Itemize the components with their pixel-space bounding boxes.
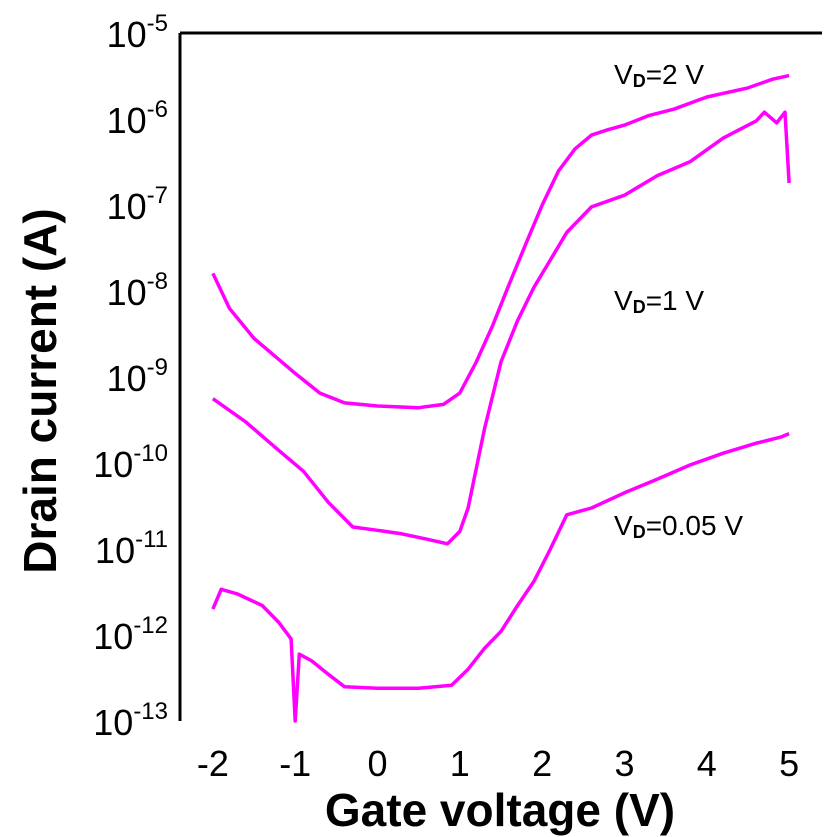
series-label-sub: D bbox=[633, 297, 646, 317]
x-tick-label: 5 bbox=[779, 743, 799, 784]
series-label-sub: D bbox=[633, 71, 646, 91]
y-tick-exponent: -13 bbox=[133, 698, 168, 725]
y-tick-label: 10-11 bbox=[95, 526, 168, 571]
series-label-value: =2 V bbox=[646, 59, 705, 90]
y-tick-base: 10 bbox=[107, 14, 147, 55]
series-label-sub: D bbox=[633, 522, 646, 542]
y-tick-exponent: -10 bbox=[133, 440, 168, 467]
series-label-value: =1 V bbox=[646, 285, 705, 316]
series-label-2: VD=1 V bbox=[614, 285, 704, 317]
x-tick-label: 2 bbox=[532, 743, 552, 784]
x-tick-label: 0 bbox=[367, 743, 387, 784]
y-tick-exponent: -9 bbox=[147, 354, 168, 381]
y-tick-base: 10 bbox=[93, 702, 133, 743]
x-tick-label: 3 bbox=[614, 743, 634, 784]
series-label-3: VD=0.05 V bbox=[614, 510, 743, 542]
y-tick-label: 10-12 bbox=[93, 612, 168, 657]
series-label-main: V bbox=[614, 285, 633, 316]
y-tick-exponent: -12 bbox=[133, 612, 168, 639]
y-tick-label: 10-10 bbox=[93, 440, 168, 485]
series-label-1: VD=2 V bbox=[614, 59, 704, 91]
x-tick-labels: -2 -1 0 1 2 3 4 5 bbox=[197, 743, 799, 784]
y-axis-title: Drain current (A) bbox=[14, 208, 66, 573]
series-line-3 bbox=[211, 431, 790, 723]
y-tick-base: 10 bbox=[107, 272, 147, 313]
y-tick-exponent: -6 bbox=[147, 96, 168, 123]
series-annotations: VD=2 VVD=1 VVD=0.05 V bbox=[614, 59, 743, 542]
y-tick-base: 10 bbox=[107, 186, 147, 227]
y-tick-base: 10 bbox=[93, 616, 133, 657]
y-tick-exponent: -5 bbox=[147, 10, 168, 37]
x-axis-title: Gate voltage (V) bbox=[325, 784, 675, 836]
series-label-main: V bbox=[614, 510, 633, 541]
y-tick-label: 10-9 bbox=[107, 354, 168, 399]
series-label-main: V bbox=[614, 59, 633, 90]
y-tick-label: 10-8 bbox=[107, 268, 168, 313]
y-tick-label: 10-7 bbox=[107, 182, 168, 227]
x-tick-label: -1 bbox=[279, 743, 311, 784]
series-layer bbox=[211, 73, 791, 723]
x-tick-label: 4 bbox=[697, 743, 717, 784]
y-tick-label: 10-13 bbox=[93, 698, 168, 743]
series-line-1 bbox=[211, 73, 790, 410]
series-line-2 bbox=[211, 110, 791, 546]
y-tick-exponent: -7 bbox=[147, 182, 168, 209]
x-tick-label: 1 bbox=[450, 743, 470, 784]
y-tick-base: 10 bbox=[95, 530, 135, 571]
y-tick-label: 10-5 bbox=[107, 10, 168, 55]
y-tick-exponent: -8 bbox=[147, 268, 168, 295]
y-tick-base: 10 bbox=[93, 444, 133, 485]
y-tick-exponent: -11 bbox=[135, 526, 168, 553]
y-tick-base: 10 bbox=[107, 358, 147, 399]
x-tick-label: -2 bbox=[197, 743, 229, 784]
y-tick-label: 10-6 bbox=[107, 96, 168, 141]
y-tick-base: 10 bbox=[107, 100, 147, 141]
series-label-value: =0.05 V bbox=[646, 510, 744, 541]
